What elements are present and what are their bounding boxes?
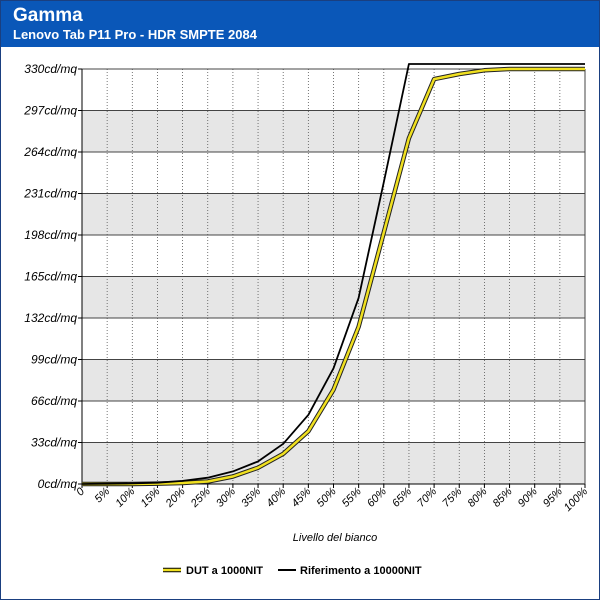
x-tick-label: 55%: [340, 485, 364, 509]
x-tick-label: 65%: [390, 485, 414, 509]
x-tick-labels: 0 5% 10% 15% 20% 25% 30% 35% 40% 45% 50% 55% 60% 65% 7…: [74, 485, 590, 514]
x-axis-label: Livello del bianco: [293, 532, 377, 544]
chart-header: Gamma Lenovo Tab P11 Pro - HDR SMPTE 208…: [1, 1, 599, 47]
x-tick-label: 85%: [491, 485, 515, 509]
y-tick-label: 231cd/mq: [23, 187, 77, 201]
y-tick-label: 264cd/mq: [23, 145, 77, 159]
plot-axes: [78, 68, 586, 488]
y-tick-label: 33cd/mq: [31, 436, 77, 450]
x-tick-label: 50%: [315, 485, 339, 509]
x-tick-label: 40%: [264, 485, 288, 509]
x-tick-label: 30%: [214, 485, 238, 509]
y-tick-labels: 0cd/mq 33cd/mq 66cd/mq 99cd/mq 132cd/mq 165cd…: [23, 62, 77, 491]
y-tick-label: 132cd/mq: [24, 311, 77, 325]
legend: DUT a 1000NIT Riferimento a 10000NIT: [163, 565, 422, 577]
x-tick-label: 25%: [188, 485, 213, 510]
x-tick-label: 35%: [239, 485, 263, 509]
series-line-dut: [82, 67, 585, 486]
y-tick-label: 330cd/mq: [24, 62, 77, 76]
horizontal-gridlines: [82, 68, 585, 443]
legend-label-reference: Riferimento a 10000NIT: [300, 565, 422, 577]
x-tick-label: 0: [74, 485, 87, 498]
y-tick-label: 198cd/mq: [24, 228, 77, 242]
y-tick-label: 0cd/mq: [38, 477, 78, 491]
plot-band: [82, 110, 585, 152]
x-tick-label: 100%: [562, 485, 591, 514]
series-lines: [81, 63, 585, 487]
x-tick-label: 45%: [289, 485, 313, 509]
series-line-reference: [81, 63, 585, 485]
x-tick-label: 75%: [440, 485, 464, 509]
y-tick-label: 165cd/mq: [24, 270, 77, 284]
chart-subtitle: Lenovo Tab P11 Pro - HDR SMPTE 2084: [13, 27, 257, 42]
x-tick-label: 90%: [516, 485, 540, 509]
x-tick-label: 80%: [465, 485, 489, 509]
x-tick-label: 5%: [93, 485, 113, 505]
y-tick-label: 297cd/mq: [23, 104, 77, 118]
x-tick-label: 15%: [139, 485, 163, 509]
chart-title: Gamma: [13, 5, 83, 26]
x-tick-label: 60%: [365, 485, 389, 509]
x-tick-label: 70%: [415, 485, 439, 509]
y-tick-label: 99cd/mq: [31, 353, 77, 367]
x-tick-label: 10%: [113, 485, 137, 509]
x-tick-label: 20%: [163, 485, 188, 510]
legend-label-dut: DUT a 1000NIT: [186, 565, 263, 577]
y-tick-label: 66cd/mq: [31, 394, 77, 408]
